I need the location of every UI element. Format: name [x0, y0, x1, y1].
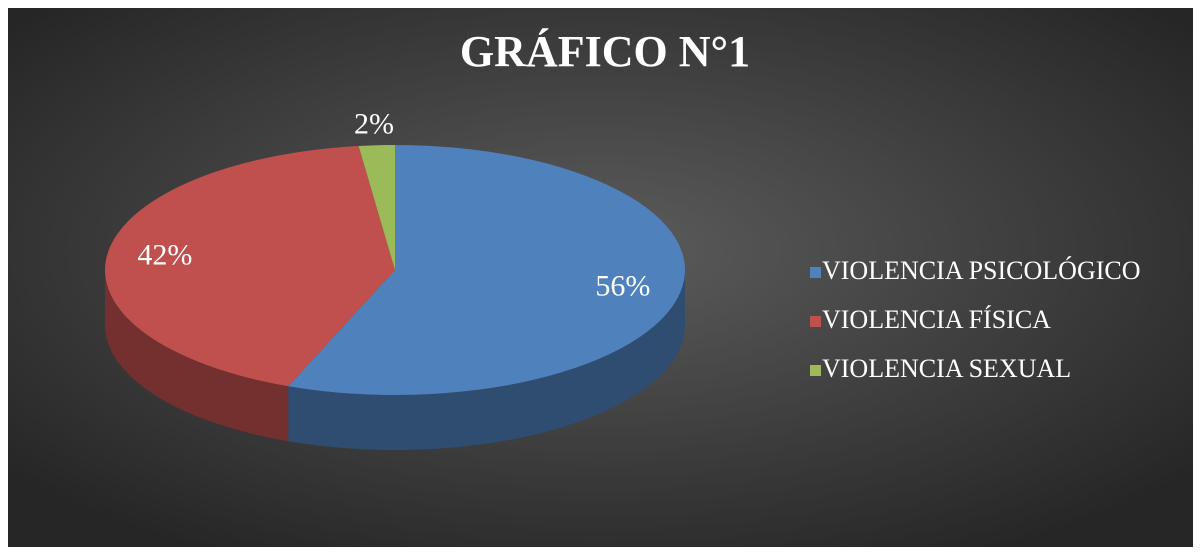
slice-side: [288, 270, 685, 450]
slice: [358, 145, 395, 270]
legend-swatch: [810, 267, 821, 278]
data-label: 42%: [137, 238, 192, 271]
legend-swatch: [810, 365, 821, 376]
legend-label: VIOLENCIA FÍSICA: [822, 305, 1051, 334]
data-label: 56%: [595, 270, 650, 303]
data-label: 2%: [354, 107, 394, 140]
slice: [105, 145, 396, 387]
legend-label: VIOLENCIA SEXUAL: [822, 354, 1071, 383]
slice-side: [104, 270, 289, 442]
legend-swatch: [810, 316, 821, 327]
chart-title: GRÁFICO N°1: [460, 27, 750, 76]
legend-label: VIOLENCIA PSICOLÓGICO: [822, 256, 1141, 285]
slice: [288, 145, 686, 395]
